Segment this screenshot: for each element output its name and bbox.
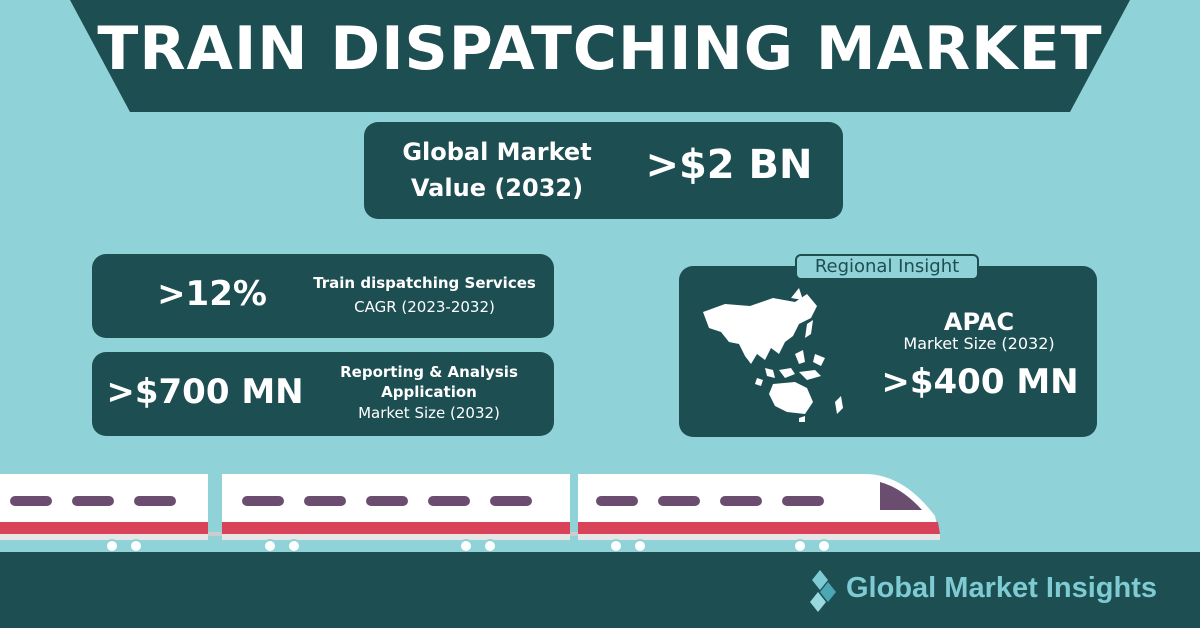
diamond-logo-icon (810, 570, 836, 612)
cagr-card: >12% Train dispatching Services CAGR (20… (92, 254, 554, 338)
region-value: >$400 MN (881, 362, 1079, 402)
train-car (222, 474, 570, 553)
title-banner: TRAIN DISPATCHING MARKET (70, 0, 1130, 112)
brand: Global Market Insights (806, 568, 1186, 612)
cagr-value: >12% (157, 274, 267, 314)
region-name: APAC (943, 308, 1015, 336)
global-market-value: >$2 BN (645, 142, 813, 188)
cagr-subtitle: CAGR (2023-2032) (354, 298, 495, 316)
global-market-label: Global Market Value (2032) (402, 138, 592, 202)
reporting-card: >$700 MN Reporting & Analysis Applicatio… (92, 352, 554, 436)
train-car (0, 474, 208, 553)
region-subtitle: Market Size (2032) (903, 334, 1055, 353)
regional-insight-tag: Regional Insight (795, 254, 979, 280)
page-title: TRAIN DISPATCHING MARKET (97, 14, 1103, 84)
brand-name: Global Market Insights (846, 572, 1157, 604)
footer: Global Market Insights (0, 552, 1200, 628)
reporting-title: Reporting & Analysis Application (340, 363, 518, 401)
reporting-subtitle: Market Size (2032) (358, 404, 500, 422)
apac-map-icon (703, 288, 843, 422)
train-illustration (0, 474, 940, 553)
cagr-title: Train dispatching Services (313, 274, 536, 292)
global-market-card: Global Market Value (2032) >$2 BN (364, 122, 843, 219)
reporting-value: >$700 MN (106, 372, 304, 412)
banner-shape (70, 0, 1130, 112)
regional-insight-card: APAC Market Size (2032) >$400 MN (679, 266, 1097, 437)
train-locomotive (578, 474, 940, 553)
